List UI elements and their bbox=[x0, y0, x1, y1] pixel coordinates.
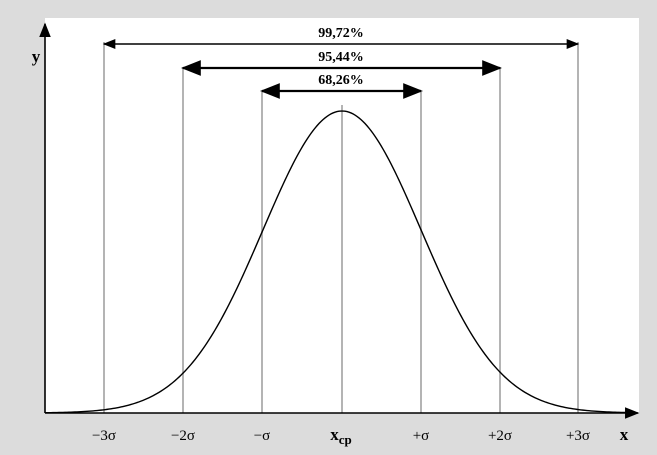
interval-label-3sigma: 99,72% bbox=[318, 26, 364, 41]
tick-label-plus-2sigma: +2σ bbox=[488, 428, 512, 444]
tick-label-plus-3sigma: +3σ bbox=[566, 428, 590, 444]
y-axis-label: y bbox=[32, 47, 41, 66]
interval-label-2sigma: 95,44% bbox=[318, 50, 364, 65]
sigma-guide-lines bbox=[103, 42, 579, 413]
tick-label-minus-1sigma: −σ bbox=[254, 428, 271, 444]
mean-label-main: x bbox=[330, 425, 339, 444]
tick-label-plus-1sigma: +σ bbox=[413, 428, 430, 444]
tick-label-minus-2sigma: −2σ bbox=[171, 428, 195, 444]
tick-label-minus-3sigma: −3σ bbox=[92, 428, 116, 444]
interval-label-1sigma: 68,26% bbox=[318, 73, 364, 88]
interval-arrows bbox=[102, 38, 580, 99]
bell-curve bbox=[44, 110, 636, 414]
mean-label-subscript: cp bbox=[339, 432, 352, 447]
mean-label: xcp bbox=[330, 425, 352, 447]
x-axis-label: x bbox=[620, 425, 629, 444]
